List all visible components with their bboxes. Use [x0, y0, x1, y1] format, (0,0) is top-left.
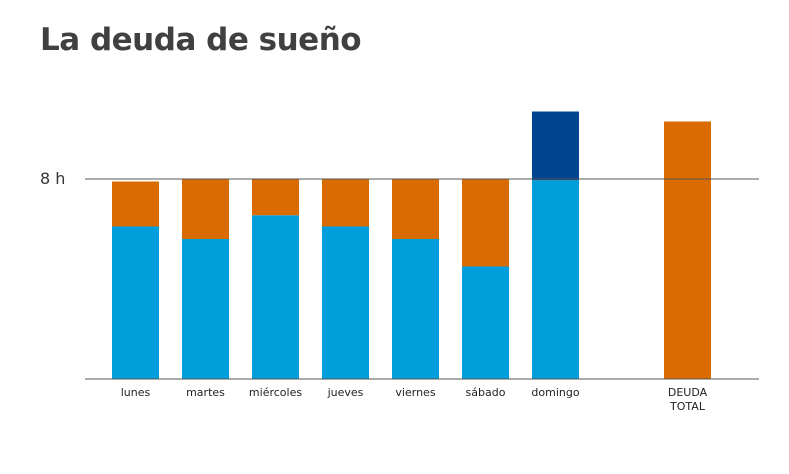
bar-domingo-exceso [532, 111, 579, 181]
total-label-line2: TOTAL [669, 400, 706, 413]
category-label-viernes: viernes [395, 386, 435, 399]
bar-jueves-deuda [322, 179, 369, 227]
bar-miércoles-sueño [252, 215, 299, 379]
category-label-domingo: domingo [531, 386, 579, 399]
category-labels: lunes martes miércoles jueves viernes sábado d… [121, 386, 708, 413]
category-label-lunes: lunes [121, 386, 151, 399]
bar-sábado-sueño [462, 266, 509, 379]
total-label-line1: DEUDA [668, 386, 708, 399]
bar-martes-sueño [182, 239, 229, 379]
category-label-jueves: jueves [327, 386, 364, 399]
category-label-martes: martes [186, 386, 225, 399]
bars-layer [112, 111, 711, 379]
bar-miércoles-deuda [252, 179, 299, 216]
bar-jueves-sueño [322, 226, 369, 379]
chart-title: La deuda de sueño [40, 22, 362, 58]
category-label-miércoles: miércoles [249, 386, 302, 399]
bar-martes-deuda [182, 179, 229, 239]
bar-lunes-deuda [112, 181, 159, 227]
reference-line-label: 8 h [40, 169, 65, 188]
bar-sábado-deuda [462, 179, 509, 267]
bar-viernes-sueño [392, 239, 439, 379]
bar-domingo-sueño [532, 180, 579, 379]
bar-lunes-sueño [112, 226, 159, 379]
category-label-sábado: sábado [466, 386, 506, 399]
bar-viernes-deuda [392, 179, 439, 239]
bar-deuda-total [664, 121, 711, 379]
